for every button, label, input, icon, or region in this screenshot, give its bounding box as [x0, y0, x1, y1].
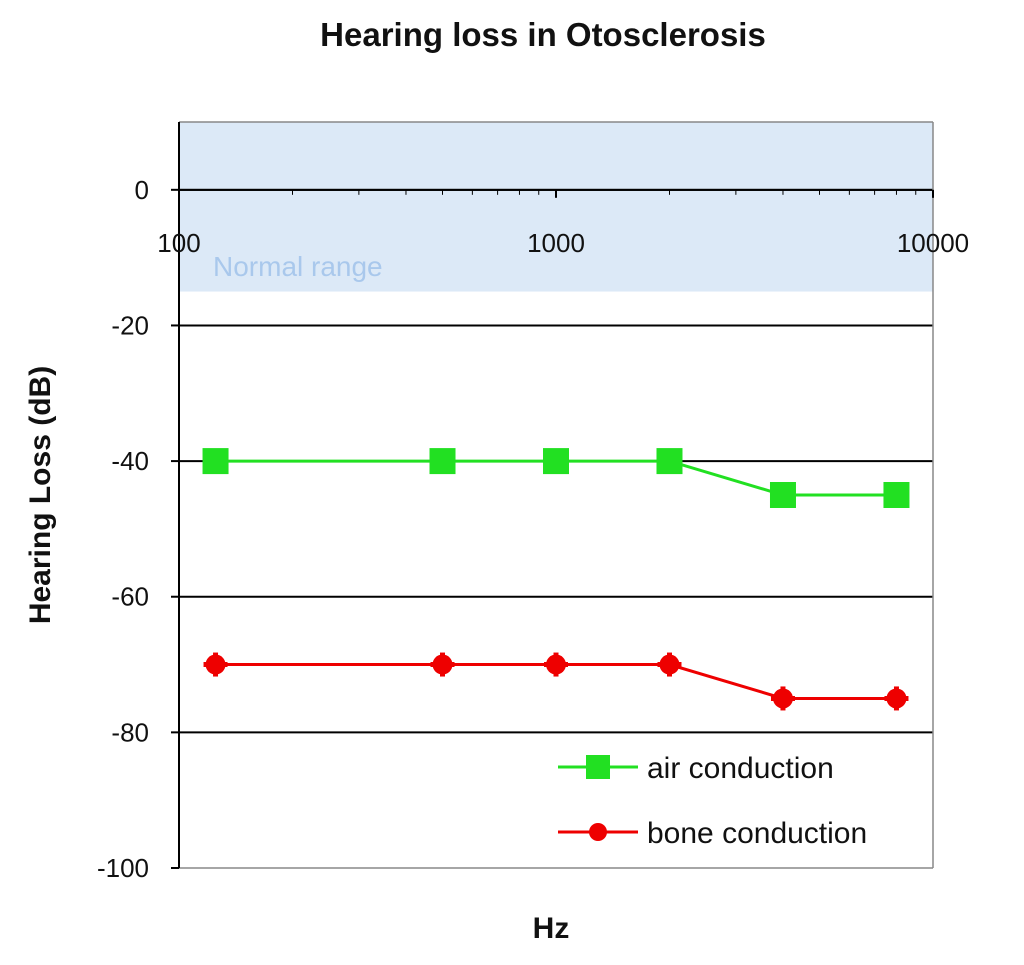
- y-tick-label: -20: [111, 310, 149, 340]
- data-point: [883, 482, 910, 508]
- y-tick-label: -60: [111, 582, 149, 612]
- y-tick-label: -100: [97, 853, 149, 883]
- x-tick-label: 100: [157, 228, 200, 258]
- x-axis-ticks: 100 1000 10000: [157, 189, 969, 258]
- series-line: [215, 459, 897, 497]
- series-line: [215, 663, 897, 700]
- x-tick-label: 10000: [897, 228, 969, 258]
- x-axis-title: Hz: [533, 912, 570, 945]
- data-point: [429, 448, 456, 475]
- legend-label: bone conduction: [647, 817, 867, 850]
- legend-item: bone conduction: [558, 817, 867, 850]
- series-bone-conduction: [203, 652, 909, 711]
- x-tick-label: 1000: [527, 228, 585, 258]
- chart-title: Hearing loss in Otosclerosis: [320, 16, 766, 53]
- series-air-conduction: [202, 448, 910, 508]
- data-point: [202, 448, 229, 475]
- series-layer: [202, 448, 910, 711]
- legend-marker: [589, 823, 607, 841]
- legend-marker: [586, 755, 610, 779]
- normal-range-band: [179, 122, 933, 292]
- plot-area: Normal range 0-20-40-60-80-100 100 1000 10…: [97, 121, 969, 883]
- legend: air conduction bone conduction: [558, 752, 867, 850]
- y-axis-ticks: 0 -20 -40 -60 -80 -100: [97, 175, 179, 883]
- data-point: [656, 448, 683, 475]
- legend-label: air conduction: [647, 752, 834, 785]
- legend-item: air conduction: [558, 752, 834, 785]
- y-tick-label: -80: [111, 717, 149, 747]
- y-tick-label: -40: [111, 446, 149, 476]
- y-axis-title: Hearing Loss (dB): [24, 366, 57, 624]
- y-tick-label: 0: [135, 175, 149, 205]
- normal-range-label: Normal range: [213, 251, 383, 282]
- data-point: [769, 482, 796, 508]
- data-point: [543, 448, 569, 475]
